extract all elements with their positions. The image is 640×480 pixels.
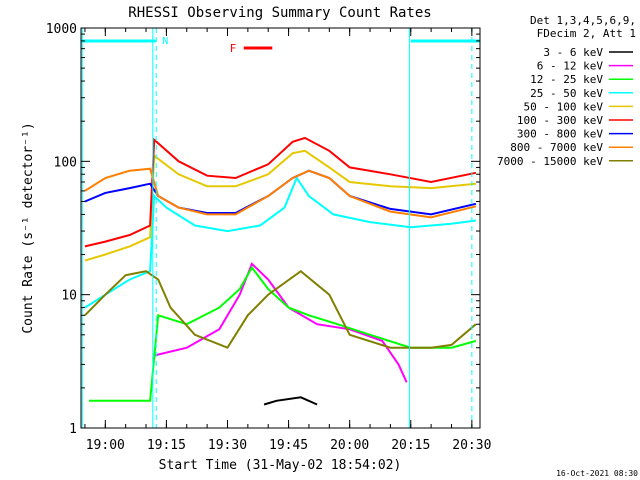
legend-label: 6 - 12 keV bbox=[537, 60, 604, 73]
legend-header-line: FDecim 2, Att 1 bbox=[537, 27, 636, 40]
series-line-300-800-kev bbox=[84, 169, 477, 216]
footer-timestamp: 16-Oct-2021 08:30 bbox=[556, 469, 638, 478]
marker-lines bbox=[81, 28, 473, 428]
chart-title: RHESSI Observing Summary Count Rates bbox=[128, 5, 431, 21]
y-tick-label: 1 bbox=[69, 422, 77, 437]
legend-label: 50 - 100 keV bbox=[524, 100, 604, 113]
x-tick-label: 19:45 bbox=[269, 438, 308, 453]
legend-label: 800 - 7000 keV bbox=[510, 141, 603, 154]
y-tick-label: 10 bbox=[61, 289, 77, 304]
x-axis-label: Start Time (31-May-02 18:54:02) bbox=[159, 458, 402, 473]
flare-flag-label: F bbox=[230, 42, 237, 55]
legend-label: 300 - 800 keV bbox=[517, 128, 603, 141]
legend: Det 1,3,4,5,6,9,FDecim 2, Att 1 3 - 6 keV… bbox=[497, 14, 636, 168]
series-line-50-100-kev bbox=[84, 149, 476, 262]
y-tick-label: 100 bbox=[54, 155, 77, 170]
y-tick-label: 1000 bbox=[46, 22, 77, 37]
x-tick-label: 19:00 bbox=[86, 438, 125, 453]
axes: 19:00 19:15 19:30 19:45 20:00 20:15 20:30 1 10 10… bbox=[46, 22, 492, 453]
legend-label: 25 - 50 keV bbox=[530, 87, 603, 100]
x-tick-label: 19:30 bbox=[208, 438, 247, 453]
series-line-3-6-kev bbox=[263, 396, 318, 406]
series-line-100-300-kev bbox=[84, 136, 477, 248]
series-line-25-50-kev bbox=[84, 175, 477, 309]
series-curves bbox=[84, 136, 477, 406]
series-line-12-25-kev bbox=[89, 265, 477, 402]
x-tick-label: 20:30 bbox=[452, 438, 491, 453]
y-axis-label: Count Rate (s⁻¹ detector⁻¹) bbox=[21, 122, 36, 333]
night-flag-label: N bbox=[162, 36, 168, 47]
series-line-6-12-kev bbox=[153, 262, 408, 383]
legend-label: 100 - 300 keV bbox=[517, 114, 603, 127]
x-tick-label: 20:15 bbox=[391, 438, 430, 453]
legend-label: 3 - 6 keV bbox=[543, 46, 603, 59]
x-tick-label: 19:15 bbox=[147, 438, 186, 453]
series-line-800-7000-kev bbox=[84, 167, 477, 219]
legend-label: 12 - 25 keV bbox=[530, 73, 603, 86]
legend-label: 7000 - 15000 keV bbox=[497, 155, 603, 168]
legend-header-line: Det 1,3,4,5,6,9, bbox=[530, 14, 636, 27]
flag-annotations: NF bbox=[81, 36, 480, 55]
series-line-7000-15000-kev bbox=[84, 269, 477, 349]
plot-frame bbox=[80, 27, 481, 429]
x-tick-label: 20:00 bbox=[330, 438, 369, 453]
